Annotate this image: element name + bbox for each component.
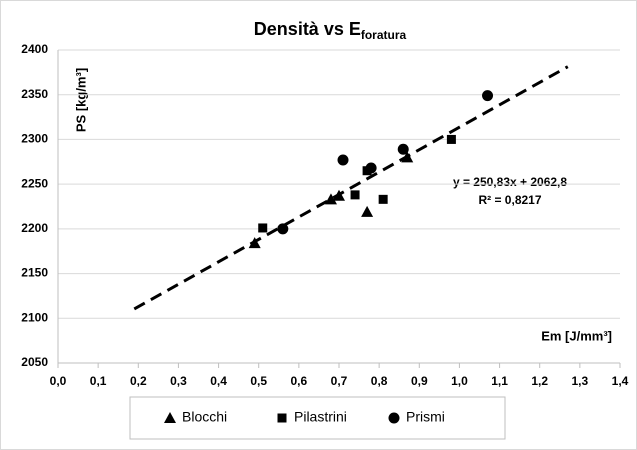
marker-square [378, 194, 388, 204]
x-tick-label: 1,0 [451, 374, 468, 388]
y-axis-label: PS [kg/m³] [73, 68, 88, 132]
y-tick-label: 2100 [21, 310, 48, 324]
chart-title: Densità vs Eforatura [254, 19, 407, 42]
trendline [133, 65, 569, 311]
x-tick-label: 0,8 [371, 374, 388, 388]
trend-equation: y = 250,83x + 2062,8 [453, 175, 567, 189]
marker-triangle [333, 189, 345, 201]
marker-square [258, 223, 268, 233]
x-tick-label: 0,5 [250, 374, 267, 388]
marker-triangle [164, 412, 176, 423]
y-tick-label: 2050 [21, 355, 48, 369]
marker-square [277, 413, 287, 423]
legend-box [129, 396, 506, 440]
legend-label: Prismi [406, 409, 445, 425]
marker-circle [397, 143, 409, 155]
marker-circle [388, 412, 400, 424]
x-axis-label: Em [J/mm³] [541, 328, 612, 343]
marker-triangle [248, 237, 261, 249]
y-tick-label: 2250 [21, 176, 48, 190]
marker-circle [482, 90, 494, 102]
marker-circle [365, 162, 377, 174]
x-tick-label: 0,6 [291, 374, 308, 388]
y-tick-label: 2200 [21, 221, 48, 235]
x-tick-label: 1,3 [572, 374, 589, 388]
x-tick-label: 0,2 [130, 374, 147, 388]
marker-circle [277, 223, 289, 235]
x-tick-label: 1,1 [491, 374, 508, 388]
x-tick-label: 0,3 [170, 374, 187, 388]
y-tick-label: 2400 [21, 42, 48, 56]
x-tick-label: 1,2 [531, 374, 548, 388]
title-main: Densità vs E [254, 19, 361, 39]
y-tick-label: 2300 [21, 132, 48, 146]
marker-triangle [401, 151, 414, 163]
x-tick-label: 0,1 [90, 374, 107, 388]
marker-triangle [361, 205, 374, 217]
y-tick-label: 2150 [21, 266, 48, 280]
trend-r2: R² = 0,8217 [478, 193, 541, 207]
x-tick-label: 0,7 [331, 374, 348, 388]
x-tick-label: 0,9 [411, 374, 428, 388]
marker-triangle [324, 193, 337, 205]
marker-square [350, 190, 360, 200]
marker-circle [337, 154, 349, 166]
legend-label: Pilastrini [294, 409, 347, 425]
x-tick-label: 0,4 [210, 374, 227, 388]
x-tick-label: 1,4 [612, 374, 629, 388]
marker-square [446, 134, 456, 144]
title-subscript: foratura [361, 28, 407, 42]
y-tick-label: 2350 [21, 87, 48, 101]
legend-label: Blocchi [182, 409, 227, 425]
x-tick-label: 0,0 [50, 374, 67, 388]
